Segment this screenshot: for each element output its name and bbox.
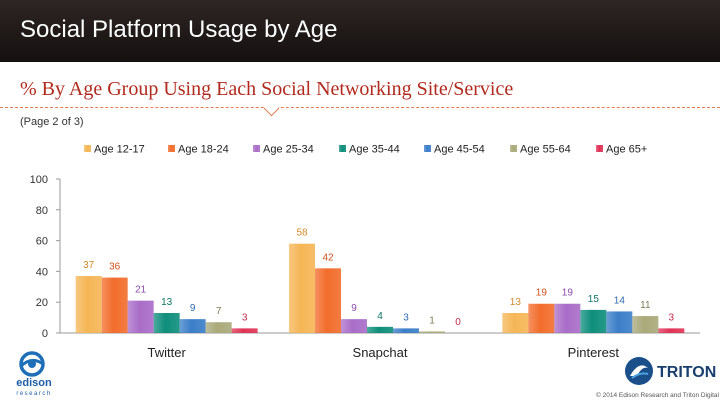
legend-swatch-age-65	[596, 145, 603, 152]
bar-snapchat-age-45-54	[393, 328, 419, 333]
bar-twitter-age-35-44	[153, 312, 180, 333]
bar-twitter-age-55-64	[205, 322, 232, 333]
edison-logo-subtext: research	[16, 391, 51, 397]
legend-swatch-age-55-64	[510, 145, 517, 152]
y-tick-label: 100	[30, 174, 48, 186]
data-label-pinterest-age-65: 3	[669, 312, 675, 323]
bar-pinterest-age-55-64	[632, 316, 659, 333]
bar-snapchat-age-55-64	[419, 331, 445, 333]
chart-legend: Age 12-17 Age 18-24 Age 25-34 Age 35-44 Age …	[84, 144, 647, 156]
data-label-twitter-age-55-64: 7	[216, 306, 222, 317]
data-label-twitter-age-35-44: 13	[161, 297, 173, 308]
bar-twitter-age-65	[231, 328, 258, 333]
edison-logo-text: edison	[16, 377, 52, 389]
bar-pinterest-age-35-44	[580, 309, 607, 333]
data-label-snapchat-age-45-54: 3	[403, 312, 409, 323]
bar-snapchat-age-12-17	[289, 243, 315, 333]
dashed-divider	[0, 107, 720, 108]
bar-snapchat-age-25-34	[341, 319, 367, 333]
legend-label-age-45-54: Age 45-54	[434, 144, 485, 156]
legend-swatch-age-25-34	[253, 145, 260, 152]
bar-pinterest-age-18-24	[528, 303, 555, 333]
y-tick-label: 20	[36, 297, 48, 309]
triton-logo-text: TRITON	[657, 364, 716, 381]
bar-twitter-age-25-34	[127, 300, 154, 333]
legend-label-age-25-34: Age 25-34	[263, 144, 314, 156]
data-label-snapchat-age-35-44: 4	[377, 311, 383, 322]
legend-label-age-18-24: Age 18-24	[178, 144, 229, 156]
data-label-snapchat-age-65: 0	[455, 317, 461, 328]
data-label-twitter-age-12-17: 37	[83, 260, 95, 271]
legend-label-age-35-44: Age 35-44	[349, 144, 400, 156]
data-label-pinterest-age-25-34: 19	[562, 288, 574, 299]
bars	[75, 243, 685, 333]
bar-twitter-age-12-17	[75, 276, 102, 333]
legend-label-age-12-17: Age 12-17	[94, 144, 145, 156]
data-label-twitter-age-45-54: 9	[190, 303, 196, 314]
data-label-pinterest-age-35-44: 15	[588, 294, 600, 305]
y-tick-label: 60	[36, 236, 48, 248]
page-indicator: (Page 2 of 3)	[20, 116, 84, 128]
data-label-pinterest-age-12-17: 13	[510, 297, 522, 308]
legend-swatch-age-18-24	[168, 145, 175, 152]
data-labels: 37 36 21 13 9 7 3 58 42 9 4 3 1 0 13 19 19 15 14 11 3	[83, 228, 674, 328]
bar-pinterest-age-45-54	[606, 311, 633, 333]
bar-snapchat-age-18-24	[315, 268, 341, 333]
y-tick-label: 0	[42, 328, 48, 340]
data-label-snapchat-age-18-24: 42	[322, 252, 334, 263]
data-label-snapchat-age-25-34: 9	[351, 303, 357, 314]
category-label-pinterest: Pinterest	[568, 345, 620, 360]
data-label-snapchat-age-55-64: 1	[429, 315, 435, 326]
legend-swatch-age-45-54	[424, 145, 431, 152]
legend-swatch-age-12-17	[84, 145, 91, 152]
copyright-notice: © 2014 Edison Research and Triton Digita…	[596, 392, 719, 399]
y-tick-label: 80	[36, 205, 48, 217]
data-label-pinterest-age-18-24: 19	[536, 288, 548, 299]
header-bar: Social Platform Usage by Age	[0, 0, 720, 62]
bar-twitter-age-18-24	[101, 277, 128, 333]
bar-pinterest-age-12-17	[502, 312, 529, 333]
page-title: Social Platform Usage by Age	[20, 16, 338, 43]
legend-swatch-age-35-44	[339, 145, 346, 152]
data-label-twitter-age-65: 3	[242, 312, 248, 323]
legend-label-age-55-64: Age 55-64	[520, 144, 571, 156]
category-label-twitter: Twitter	[148, 345, 187, 360]
data-label-pinterest-age-55-64: 11	[640, 300, 651, 311]
y-tick-label: 40	[36, 266, 48, 278]
bar-twitter-age-45-54	[179, 319, 206, 333]
data-label-twitter-age-25-34: 21	[135, 285, 147, 296]
data-label-twitter-age-18-24: 36	[109, 262, 121, 273]
bar-pinterest-age-25-34	[554, 303, 581, 333]
category-label-snapchat: Snapchat	[353, 345, 408, 360]
data-label-pinterest-age-45-54: 14	[614, 295, 626, 306]
edison-research-logo: edison research	[16, 351, 52, 397]
x-axis: Twitter Snapchat Pinterest	[148, 345, 620, 360]
data-label-snapchat-age-12-17: 58	[296, 228, 308, 239]
bar-snapchat-age-35-44	[367, 326, 393, 333]
chart-subtitle: % By Age Group Using Each Social Network…	[20, 78, 514, 100]
bar-pinterest-age-65	[658, 328, 685, 333]
legend-label-age-65: Age 65+	[606, 144, 647, 156]
triton-digital-logo: TRITON	[625, 357, 716, 385]
